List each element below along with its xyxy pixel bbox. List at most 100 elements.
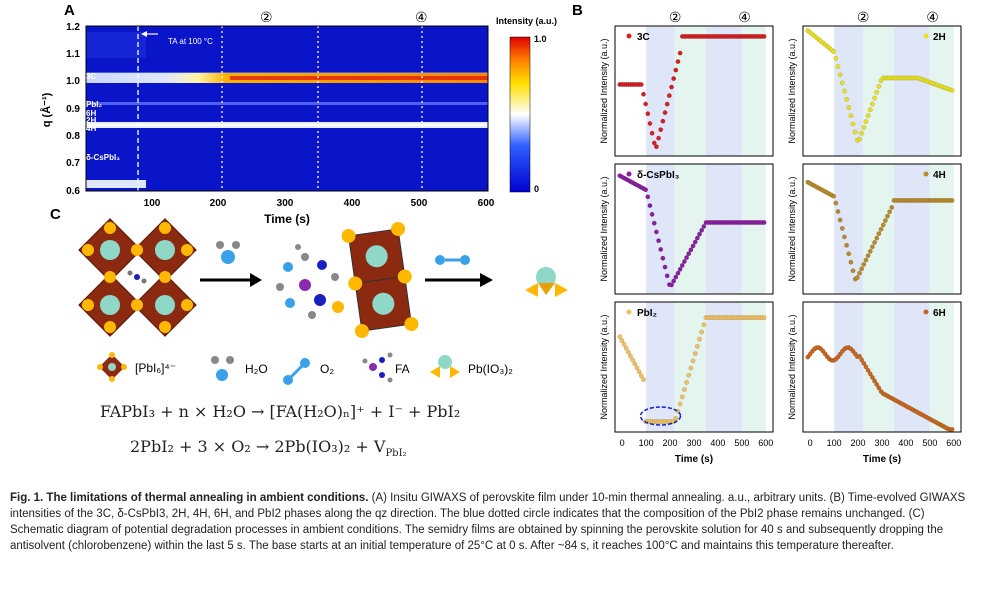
data-point — [844, 242, 849, 248]
b-xtick: 600 — [946, 438, 961, 448]
phase-label-4h: 4H — [86, 124, 96, 133]
data-point — [688, 365, 694, 371]
svg-text:0.9: 0.9 — [66, 104, 80, 115]
data-point — [848, 259, 854, 265]
band-cspbi3 — [86, 180, 146, 188]
panel-label-c: C — [50, 206, 61, 223]
svg-text:1.2: 1.2 — [66, 22, 80, 33]
svg-text:300: 300 — [277, 198, 294, 209]
data-point — [863, 257, 869, 263]
data-point — [872, 95, 877, 101]
phase-label-cspbi3: δ-CsPbI₃ — [86, 153, 120, 162]
b-marker-4: ④ — [738, 9, 751, 25]
marker-4: ④ — [415, 9, 428, 25]
data-point — [839, 226, 845, 231]
subplot-1: 2H Normalized Intensity (a.u.) — [787, 25, 962, 157]
data-point — [870, 101, 875, 107]
data-point — [882, 218, 888, 223]
data-point — [643, 101, 649, 107]
b-marker-2: ② — [857, 9, 870, 25]
colorbar — [509, 36, 531, 193]
data-point — [887, 209, 893, 215]
data-point — [857, 353, 862, 359]
caption-title: Fig. 1. The limitations of thermal annea… — [10, 492, 369, 504]
legend-h2o: H₂O — [245, 362, 268, 376]
data-point — [697, 336, 702, 342]
data-point — [647, 203, 653, 209]
data-point — [649, 130, 655, 136]
data-point — [857, 270, 862, 276]
data-point — [874, 382, 880, 387]
legend-pbio3: Pb(IO₃)₂ — [468, 362, 513, 376]
data-point — [846, 105, 852, 110]
b-xtick: 100 — [639, 438, 654, 448]
marker-2: ② — [260, 9, 273, 25]
data-point — [675, 59, 681, 64]
data-point — [671, 76, 677, 81]
data-point — [675, 270, 681, 276]
data-point — [682, 387, 687, 392]
equation-2: 2PbI₂ + 3 × O₂ → 2Pb(IO₃)₂ + VPbI₂ — [130, 437, 407, 460]
data-point — [645, 111, 651, 117]
svg-text:100: 100 — [144, 198, 161, 209]
svg-text:0.7: 0.7 — [66, 158, 80, 169]
data-point — [837, 72, 843, 78]
b-xtick: 0 — [620, 438, 625, 448]
data-point — [699, 227, 705, 233]
data-point — [651, 220, 657, 226]
panel-label-a: A — [64, 2, 75, 19]
legend-fa: FA — [395, 362, 410, 376]
data-point — [684, 379, 689, 385]
data-point — [865, 113, 871, 119]
data-point — [831, 193, 837, 199]
data-point — [867, 107, 873, 113]
data-point — [867, 248, 873, 254]
data-point — [761, 34, 767, 39]
data-point — [621, 342, 627, 347]
data-point — [949, 87, 955, 93]
svg-text:500: 500 — [411, 198, 428, 209]
data-point — [619, 338, 625, 343]
b-marker-4: ④ — [926, 9, 939, 25]
b-xlabel: Time (s) — [863, 454, 901, 465]
data-point — [699, 329, 705, 335]
data-point — [677, 50, 683, 56]
data-point — [636, 369, 642, 375]
data-point — [660, 118, 666, 124]
data-point — [690, 243, 696, 249]
b-ylabel: Normalized Intensity (a.u.) — [787, 314, 797, 419]
subplot-5: 6H Normalized Intensity (a.u.) — [787, 301, 962, 433]
phase-label-pbi2: PbI₂ — [86, 100, 102, 109]
data-point — [865, 367, 871, 373]
subplot-label: 2H — [933, 32, 946, 43]
pbi2-dotted-circle — [639, 406, 682, 426]
figure-caption: Fig. 1. The limitations of thermal annea… — [10, 490, 978, 554]
data-point — [870, 374, 875, 380]
data-point — [651, 140, 657, 146]
data-point — [876, 84, 882, 89]
b-xtick: 300 — [874, 438, 889, 448]
data-point — [865, 253, 871, 259]
data-point — [874, 89, 880, 95]
data-point — [874, 235, 880, 241]
data-point — [623, 345, 629, 351]
legend-o2: O₂ — [320, 362, 334, 376]
data-point — [850, 268, 856, 274]
b-xtick: 200 — [851, 438, 866, 448]
data-point — [643, 187, 649, 193]
data-point — [662, 264, 668, 270]
svg-text:1.0: 1.0 — [534, 34, 547, 44]
data-point — [701, 223, 707, 229]
data-point — [669, 282, 674, 288]
data-point — [872, 240, 877, 245]
data-point — [848, 113, 854, 119]
perovskite-lattice — [78, 218, 197, 337]
data-point — [692, 239, 698, 245]
data-point — [673, 415, 679, 421]
data-point — [692, 351, 698, 356]
data-point — [844, 96, 849, 102]
data-point — [682, 259, 687, 264]
data-point — [671, 278, 677, 284]
data-point — [641, 377, 646, 382]
svg-text:1.0: 1.0 — [66, 76, 80, 87]
